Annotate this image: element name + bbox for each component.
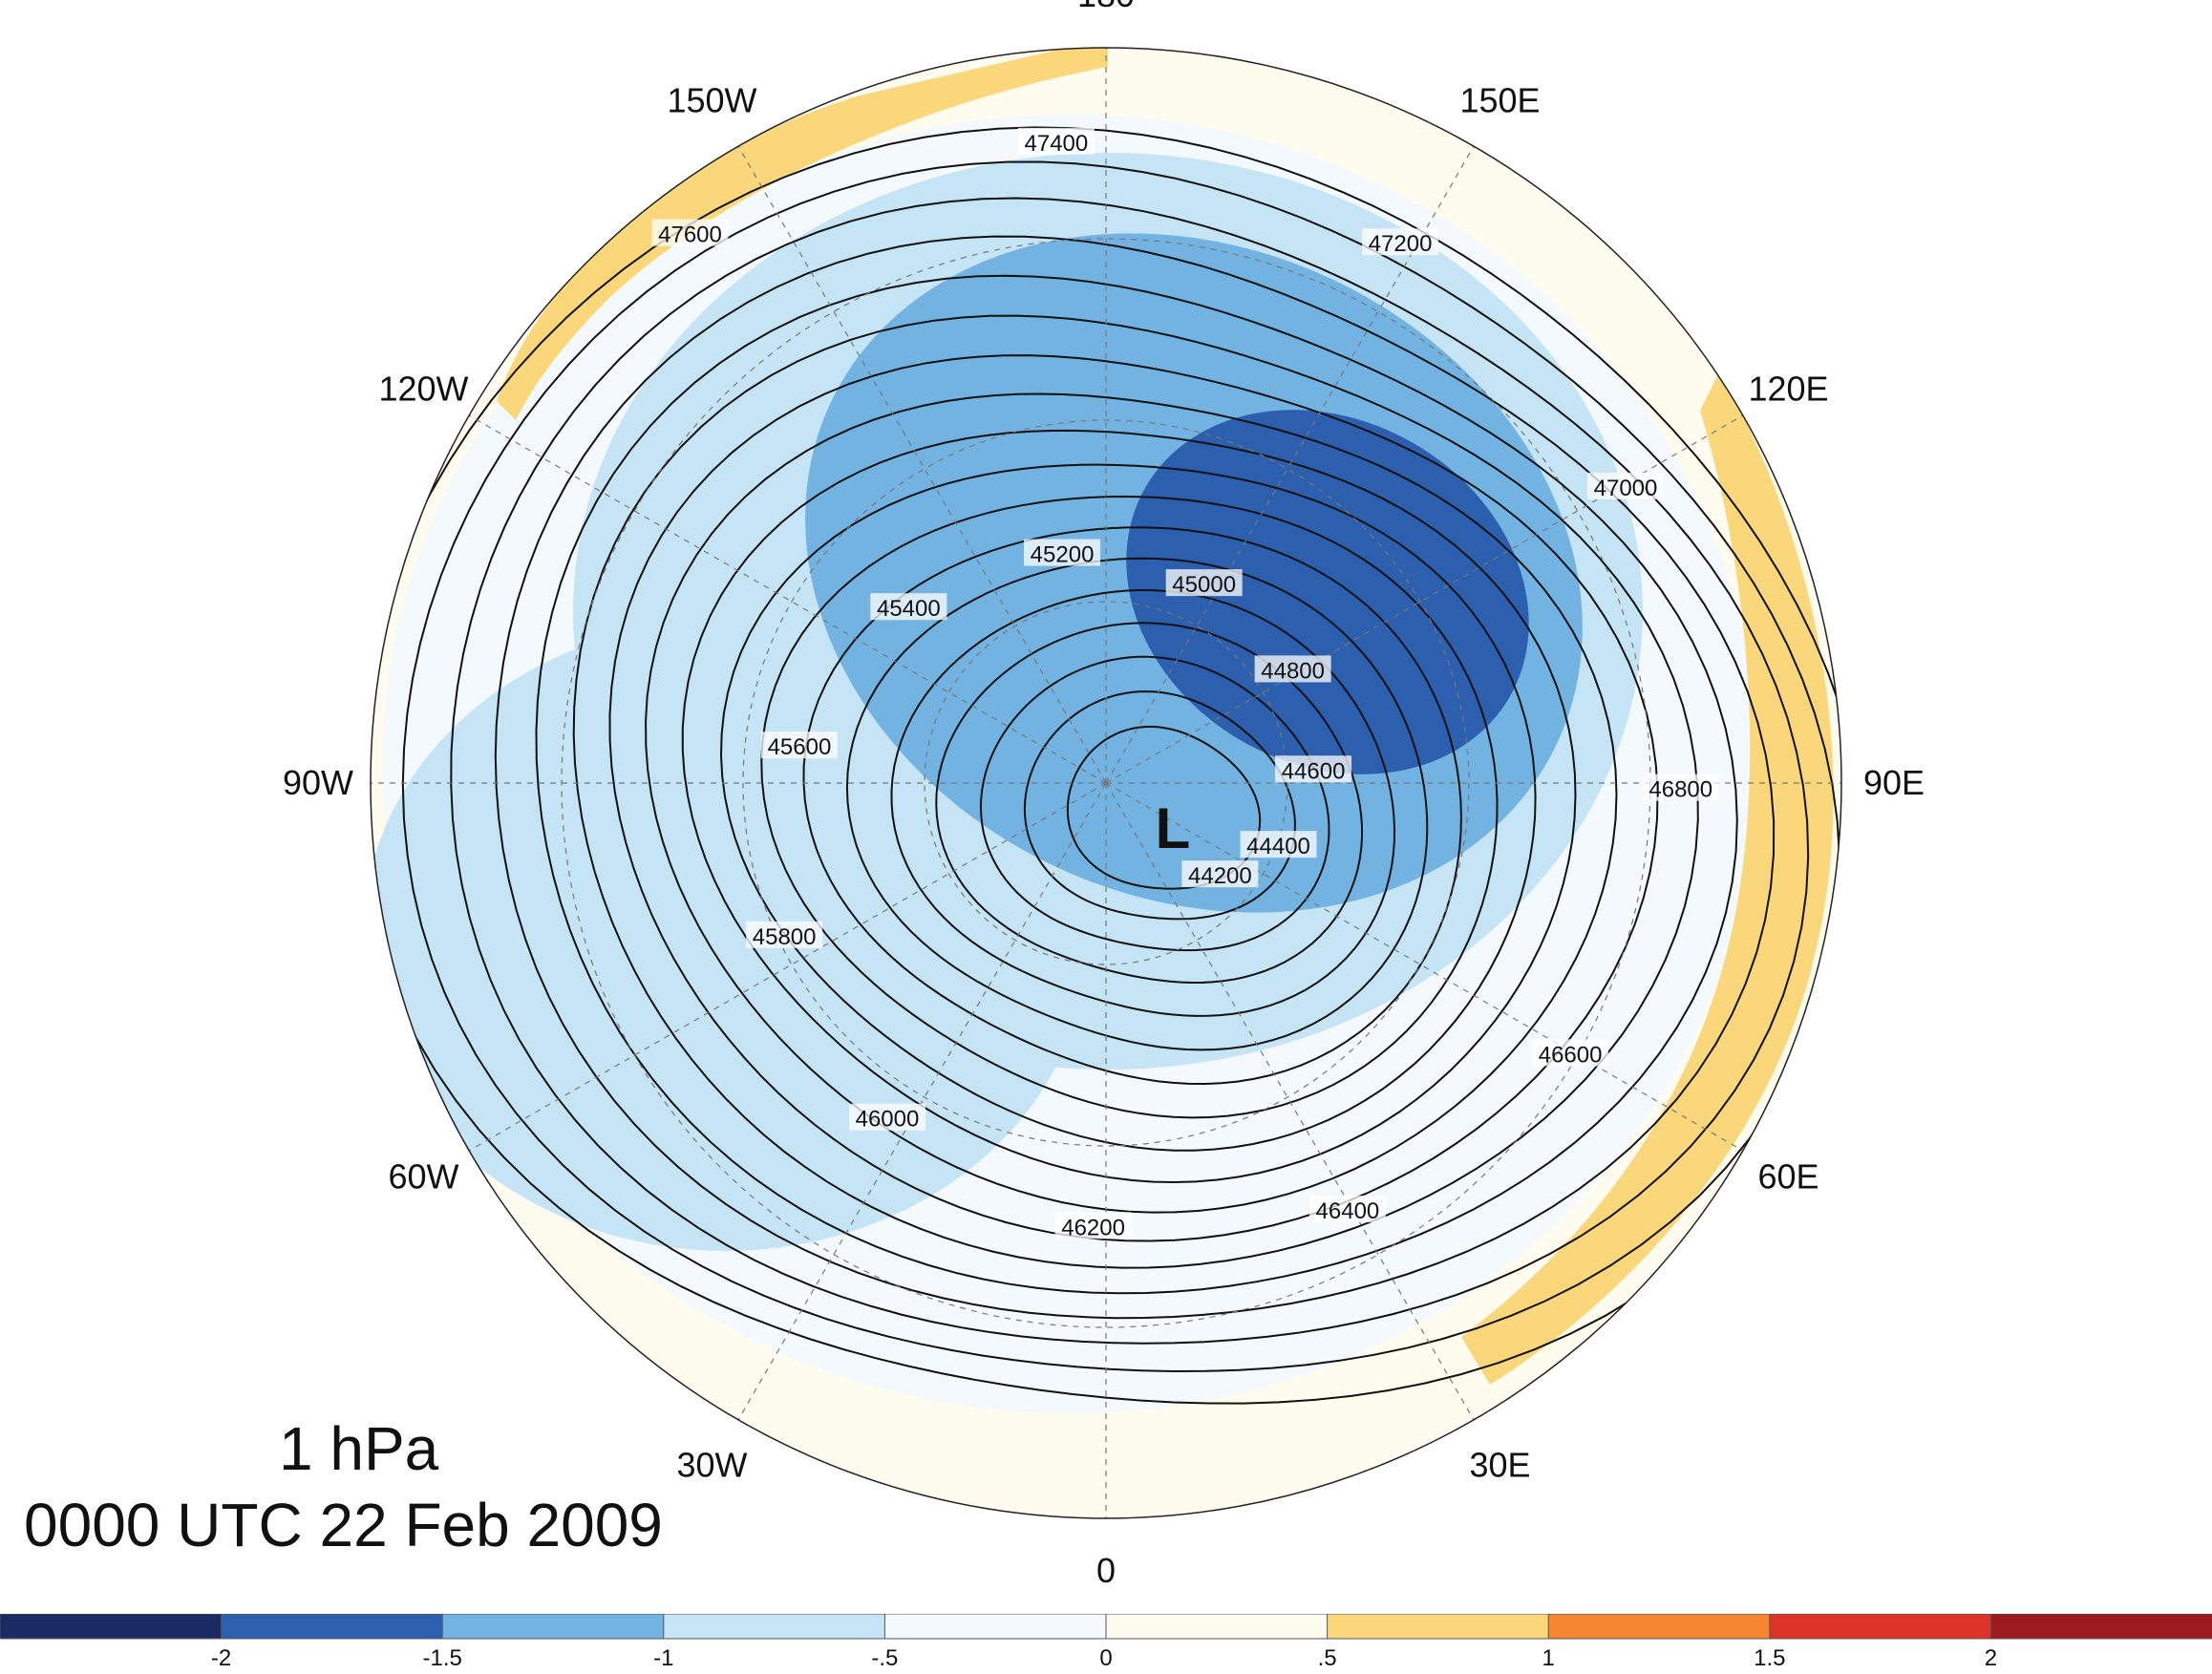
meridian-line <box>1105 782 1475 1421</box>
longitude-label: 30E <box>1469 1446 1530 1485</box>
height-contour-45800 <box>719 463 1537 1152</box>
colorbar-box <box>1105 1614 1329 1640</box>
contour-label-bg <box>1587 472 1665 499</box>
anomaly-red-spot <box>1839 840 1841 917</box>
longitude-label: 30W <box>676 1446 747 1485</box>
colorbar-box <box>663 1614 886 1640</box>
contour-label-bg <box>1024 539 1101 566</box>
contour-label-bg <box>1240 831 1317 858</box>
longitude-label: 150E <box>1459 81 1540 120</box>
contour-label: 44600 <box>1282 758 1346 784</box>
height-contour-45200 <box>845 557 1429 1051</box>
contour-label-bg <box>1308 1196 1386 1223</box>
meridian-line <box>1105 782 1744 1152</box>
contour-label: 47600 <box>658 222 722 248</box>
colorbar-tick-label: -.5 <box>871 1645 898 1671</box>
height-contour-45000 <box>890 589 1396 1017</box>
contour-labels: 47600 47400 47200 47000 46800 46600 46400 46200… <box>651 127 1719 1240</box>
colorbar-tick-label: -1 <box>653 1645 673 1671</box>
valid-time-title: 0000 UTC 22 Feb 2009 <box>24 1491 663 1559</box>
contour-label: 44800 <box>1261 658 1325 684</box>
contour-label-bg <box>1165 569 1243 597</box>
colorbar-box <box>1547 1614 1771 1640</box>
colorbar-tick-label: -1.5 <box>423 1645 462 1671</box>
height-contour-47000 <box>494 235 1776 1320</box>
contour-label-bg <box>746 921 823 948</box>
anomaly-orange-east <box>1461 372 1834 1385</box>
colorbar-box <box>1989 1614 2212 1640</box>
height-contour-46200 <box>645 392 1618 1214</box>
height-contour-44400 <box>1023 690 1296 921</box>
colorbar-tick-label: 1.5 <box>1754 1645 1785 1671</box>
height-contour-47200 <box>450 197 1810 1345</box>
longitude-label: 180 <box>1077 0 1135 14</box>
height-contour-46000 <box>681 429 1577 1184</box>
colorbar-tick-label: 2 <box>1985 1645 1997 1671</box>
height-contour-44800 <box>935 622 1363 984</box>
longitude-label: 90W <box>283 763 353 802</box>
longitude-label: 60E <box>1757 1157 1819 1197</box>
colorbar-tick-label: 1 <box>1542 1645 1555 1671</box>
parallel-circle <box>742 419 1470 1147</box>
contour-label: 47400 <box>1025 131 1089 157</box>
contour-label: 46400 <box>1316 1198 1380 1224</box>
contour-label: 47200 <box>1369 231 1433 257</box>
contour-label: 44400 <box>1246 834 1310 859</box>
meridian-line <box>468 782 1107 1152</box>
contour-label: 46600 <box>1539 1042 1603 1068</box>
contour-label-bg <box>1181 860 1259 888</box>
colorbar-tick-label: 0 <box>1099 1645 1112 1671</box>
contour-label: 45000 <box>1172 572 1236 598</box>
contour-label-bg <box>1362 228 1439 256</box>
height-contour-47400 <box>401 160 1841 1373</box>
contour-label-bg <box>848 1103 925 1131</box>
height-contour-45600 <box>760 495 1499 1119</box>
low-center-marker: L <box>1156 796 1191 860</box>
contour-label: 47000 <box>1594 476 1658 501</box>
meridian-line <box>468 414 1107 784</box>
longitude-label: 120W <box>378 370 468 409</box>
height-contour-45400 <box>802 526 1462 1086</box>
longitude-label: 120E <box>1748 370 1828 409</box>
contour-label-bg <box>1642 773 1719 801</box>
contour-label: 44200 <box>1188 863 1252 889</box>
contour-label: 45200 <box>1031 542 1095 568</box>
contour-label: 45400 <box>877 596 941 622</box>
contour-label: 45800 <box>753 924 817 950</box>
colorbar-tick-label: -2 <box>211 1645 231 1671</box>
meridian-line <box>737 145 1107 784</box>
contour-label-bg <box>1532 1039 1609 1067</box>
contour-label-bg <box>1017 127 1095 155</box>
longitude-label: 90E <box>1863 763 1925 802</box>
pressure-level-title: 1 hPa <box>279 1414 439 1483</box>
colorbar-box <box>0 1614 223 1640</box>
longitude-label: 150W <box>667 81 756 120</box>
colorbar-tick-label: .5 <box>1318 1645 1337 1671</box>
height-contour-46400 <box>608 354 1659 1242</box>
height-contour-44600 <box>979 655 1330 952</box>
contour-label-bg <box>1254 655 1331 683</box>
colorbar-box <box>1327 1614 1550 1640</box>
colorbar-box <box>221 1614 444 1640</box>
contour-label-bg <box>760 731 838 759</box>
meridian-line <box>737 782 1107 1421</box>
polar-map: L 180 150E 120E 90E 60E 30E 0 30W 60W 90W 120W 150W… <box>283 0 1925 1590</box>
longitude-label: 0 <box>1096 1551 1116 1590</box>
longitude-label: 60W <box>388 1157 458 1197</box>
contour-label: 46200 <box>1061 1215 1125 1240</box>
contour-label: 45600 <box>768 734 832 760</box>
contour-label: 46800 <box>1648 777 1712 803</box>
contour-label-bg <box>651 219 729 246</box>
colorbar-box <box>441 1614 665 1640</box>
longitude-labels: 180 150E 120E 90E 60E 30E 0 30W 60W 90W 120W 150W <box>283 0 1925 1590</box>
contour-label-bg <box>1275 755 1352 783</box>
contour-label: 46000 <box>856 1107 920 1133</box>
colorbar-box <box>1769 1614 1992 1640</box>
colorbar: -2 -1.5 -1 -.5 0 .5 1 1.5 2 <box>0 1614 2212 1671</box>
map-border <box>370 47 1842 1519</box>
contour-label-bg <box>1054 1212 1132 1240</box>
contour-label-bg <box>870 593 947 621</box>
parallel-circle <box>924 601 1288 965</box>
colorbar-box <box>883 1614 1108 1640</box>
